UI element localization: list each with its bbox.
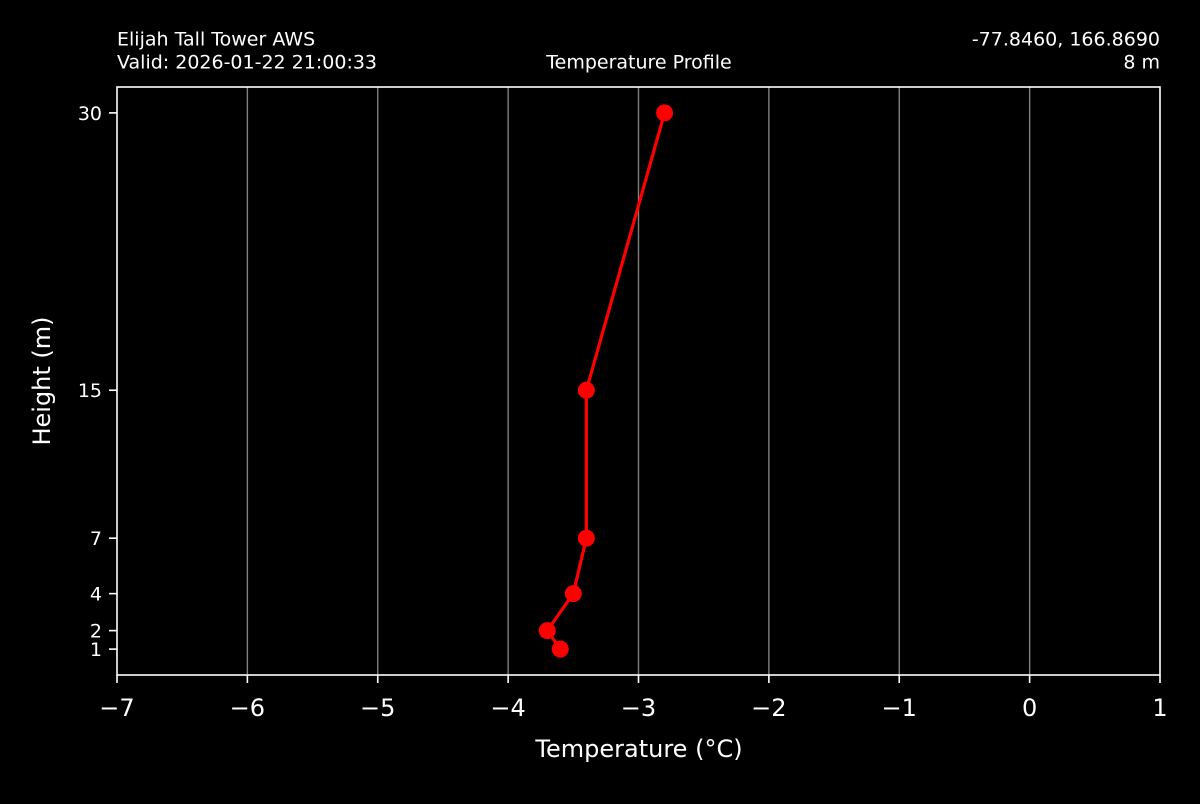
x-tick-label: −7 — [99, 694, 134, 722]
data-point — [577, 381, 595, 399]
data-point — [551, 640, 569, 658]
grid-lines — [246, 87, 1031, 675]
x-tick-label: 1 — [1152, 694, 1167, 722]
data-point — [656, 104, 674, 122]
x-tick-label: −1 — [882, 694, 917, 722]
x-tick-label: −6 — [230, 694, 265, 722]
data-point — [564, 585, 582, 603]
data-point — [577, 529, 595, 547]
valid-time: Valid: 2026-01-22 21:00:33 — [117, 52, 377, 74]
y-tick-label: 30 — [78, 103, 102, 125]
x-tick-label: −2 — [751, 694, 786, 722]
y-tick-label: 15 — [78, 380, 102, 402]
y-axis: 12 4 7 15 30 — [78, 103, 117, 661]
y-tick-label: 2 — [90, 621, 102, 643]
y-tick-label: 7 — [90, 528, 102, 550]
x-tick-label: −4 — [490, 694, 525, 722]
x-tick-label: 0 — [1022, 694, 1037, 722]
chart-title: Temperature Profile — [545, 52, 731, 74]
station-elevation: 8 m — [1123, 52, 1160, 74]
x-tick-label: −3 — [621, 694, 656, 722]
data-series — [538, 104, 674, 658]
y-tick-label: 4 — [90, 584, 102, 606]
x-axis: −7 −6 −5 −4 −3 −2 −1 0 1 — [99, 675, 1168, 722]
x-axis-label: Temperature (°C) — [534, 735, 742, 763]
y-axis-label: Height (m) — [28, 316, 56, 445]
station-coordinates: -77.8460, 166.8690 — [972, 29, 1160, 51]
y-tick-label: 1 — [90, 639, 102, 661]
station-name: Elijah Tall Tower AWS — [117, 29, 315, 51]
data-point — [538, 622, 556, 640]
x-tick-label: −5 — [360, 694, 395, 722]
